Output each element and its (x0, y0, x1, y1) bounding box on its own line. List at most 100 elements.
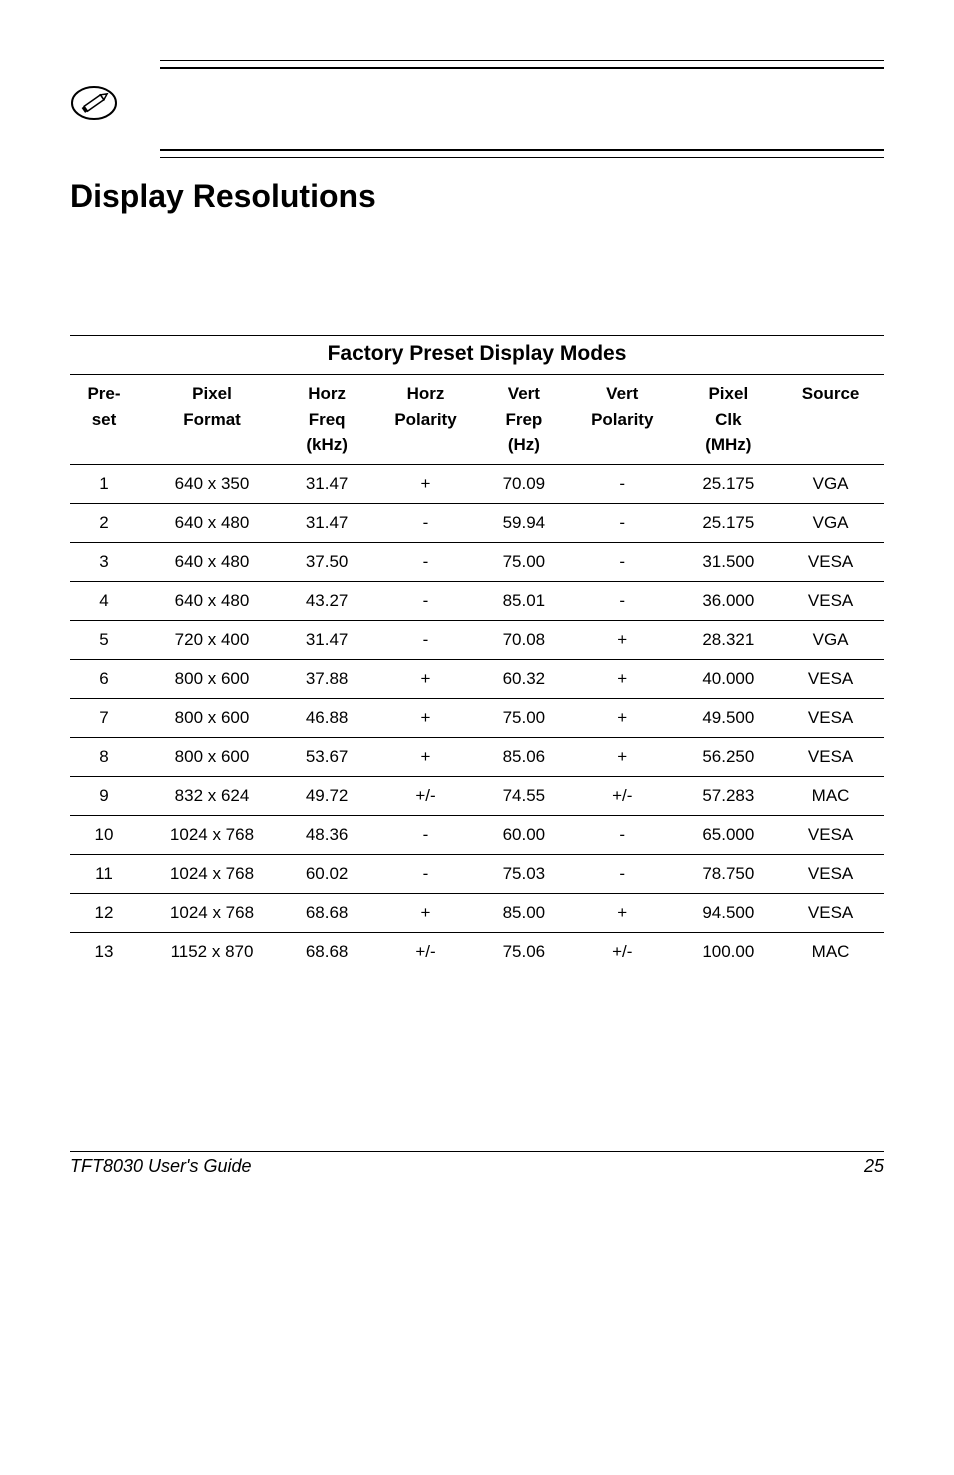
table-cell: - (565, 464, 680, 503)
table-cell: 46.88 (286, 698, 368, 737)
table-cell: 640 x 480 (138, 581, 286, 620)
col-preset: Pre-set (70, 375, 138, 465)
table-cell: 640 x 480 (138, 542, 286, 581)
table-cell: 37.50 (286, 542, 368, 581)
table-cell: 59.94 (483, 503, 565, 542)
table-cell: - (565, 503, 680, 542)
footer-left: TFT8030 User's Guide (70, 1156, 252, 1177)
table-cell: VESA (777, 659, 884, 698)
table-cell: 85.00 (483, 893, 565, 932)
table-cell: 10 (70, 815, 138, 854)
table-cell: VESA (777, 815, 884, 854)
table-cell: 94.500 (680, 893, 778, 932)
col-hpol: HorzPolarity (368, 375, 483, 465)
table-row: 6800 x 60037.88+60.32+40.000VESA (70, 659, 884, 698)
table-cell: - (565, 542, 680, 581)
table-cell: 800 x 600 (138, 698, 286, 737)
table-cell: 57.283 (680, 776, 778, 815)
table-cell: + (368, 737, 483, 776)
table-cell: +/- (565, 932, 680, 971)
table-cell: 85.01 (483, 581, 565, 620)
table-cell: 1024 x 768 (138, 893, 286, 932)
page-footer: TFT8030 User's Guide 25 (70, 1151, 884, 1177)
table-cell: 60.32 (483, 659, 565, 698)
table-cell: 49.500 (680, 698, 778, 737)
table-cell: +/- (368, 776, 483, 815)
table-header-row: Pre-set PixelFormat HorzFreq(kHz) HorzPo… (70, 375, 884, 465)
table-cell: 4 (70, 581, 138, 620)
table-cell: 1024 x 768 (138, 815, 286, 854)
table-cell: 100.00 (680, 932, 778, 971)
table-cell: 640 x 350 (138, 464, 286, 503)
table-cell: - (368, 854, 483, 893)
table-cell: 8 (70, 737, 138, 776)
table-cell: 9 (70, 776, 138, 815)
table-cell: - (368, 503, 483, 542)
table-cell: + (565, 893, 680, 932)
table-cell: VESA (777, 737, 884, 776)
table-cell: 31.47 (286, 464, 368, 503)
table-cell: 7 (70, 698, 138, 737)
table-cell: 2 (70, 503, 138, 542)
table-cell: 1152 x 870 (138, 932, 286, 971)
table-cell: 53.67 (286, 737, 368, 776)
table-row: 4640 x 48043.27-85.01-36.000VESA (70, 581, 884, 620)
footer-page-number: 25 (864, 1156, 884, 1177)
table-cell: 31.47 (286, 620, 368, 659)
table-cell: 65.000 (680, 815, 778, 854)
table-cell: - (368, 620, 483, 659)
table-row: 7800 x 60046.88+75.00+49.500VESA (70, 698, 884, 737)
table-cell: 832 x 624 (138, 776, 286, 815)
table-cell: VGA (777, 464, 884, 503)
table-cell: + (565, 737, 680, 776)
table-cell: 12 (70, 893, 138, 932)
col-vpol: VertPolarity (565, 375, 680, 465)
table-cell: + (565, 620, 680, 659)
table-cell: 31.47 (286, 503, 368, 542)
table-cell: 13 (70, 932, 138, 971)
rule (160, 157, 884, 158)
header-rules (160, 60, 884, 69)
table-cell: + (368, 659, 483, 698)
col-vfreq: VertFrep(Hz) (483, 375, 565, 465)
table-cell: VGA (777, 620, 884, 659)
table-cell: 75.00 (483, 542, 565, 581)
table-cell: 75.00 (483, 698, 565, 737)
table-cell: 28.321 (680, 620, 778, 659)
table-cell: MAC (777, 932, 884, 971)
table-cell: - (565, 854, 680, 893)
table-cell: 49.72 (286, 776, 368, 815)
table-cell: + (368, 893, 483, 932)
table-cell: 43.27 (286, 581, 368, 620)
col-pclk: PixelClk(MHz) (680, 375, 778, 465)
table-cell: MAC (777, 776, 884, 815)
col-format: PixelFormat (138, 375, 286, 465)
table-cell: - (565, 815, 680, 854)
table-cell: 1024 x 768 (138, 854, 286, 893)
table-cell: 800 x 600 (138, 659, 286, 698)
table-cell: 6 (70, 659, 138, 698)
table-cell: 5 (70, 620, 138, 659)
table-row: 131152 x 87068.68+/-75.06+/-100.00MAC (70, 932, 884, 971)
table-cell: +/- (368, 932, 483, 971)
table-cell: VESA (777, 542, 884, 581)
table-cell: VESA (777, 581, 884, 620)
col-hfreq: HorzFreq(kHz) (286, 375, 368, 465)
table-cell: 75.03 (483, 854, 565, 893)
table-cell: - (368, 581, 483, 620)
table-cell: - (368, 815, 483, 854)
table-cell: 800 x 600 (138, 737, 286, 776)
table-row: 1640 x 35031.47+70.09-25.175VGA (70, 464, 884, 503)
table-cell: 720 x 400 (138, 620, 286, 659)
table-cell: VESA (777, 698, 884, 737)
table-cell: + (368, 464, 483, 503)
table-cell: 56.250 (680, 737, 778, 776)
table-row: 2640 x 48031.47-59.94-25.175VGA (70, 503, 884, 542)
table-cell: 25.175 (680, 503, 778, 542)
table-cell: 36.000 (680, 581, 778, 620)
table-cell: + (565, 659, 680, 698)
table-cell: 11 (70, 854, 138, 893)
table-cell: + (565, 698, 680, 737)
table-cell: 74.55 (483, 776, 565, 815)
table-cell: 1 (70, 464, 138, 503)
